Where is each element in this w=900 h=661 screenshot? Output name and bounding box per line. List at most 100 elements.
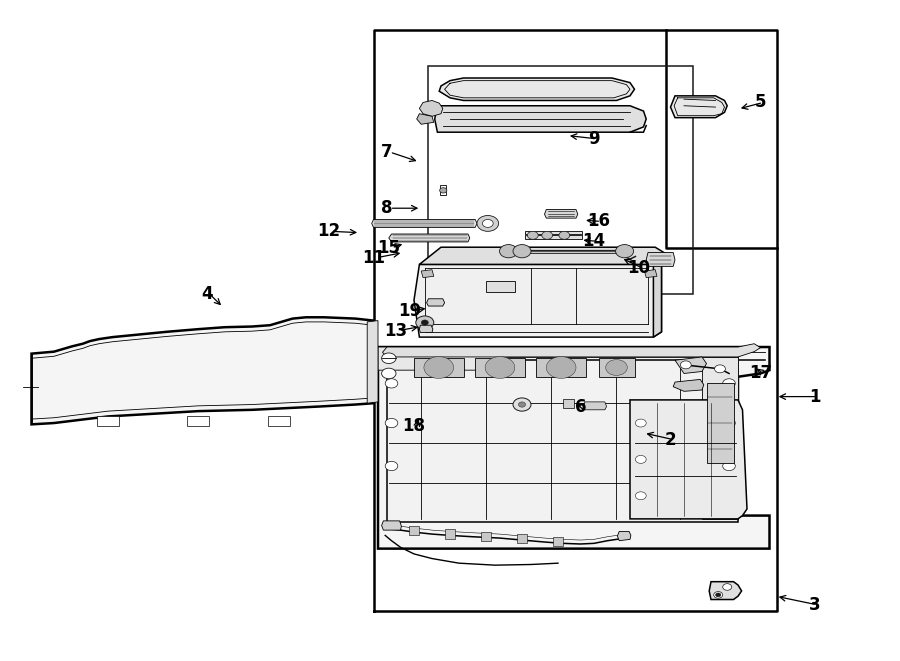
Polygon shape: [706, 383, 733, 463]
Circle shape: [439, 188, 447, 193]
Polygon shape: [417, 114, 434, 124]
Circle shape: [421, 320, 428, 325]
Text: 9: 9: [589, 130, 599, 148]
Circle shape: [518, 402, 526, 407]
Polygon shape: [382, 344, 760, 357]
Polygon shape: [378, 347, 770, 549]
Circle shape: [716, 593, 721, 597]
Circle shape: [424, 357, 454, 378]
Circle shape: [635, 455, 646, 463]
Circle shape: [542, 231, 553, 239]
Circle shape: [616, 245, 634, 258]
Text: 2: 2: [665, 430, 676, 449]
Circle shape: [527, 231, 538, 239]
Polygon shape: [481, 532, 491, 541]
Bar: [428, 66, 693, 294]
Text: 10: 10: [627, 258, 651, 277]
Text: 15: 15: [377, 239, 400, 257]
Polygon shape: [268, 416, 290, 426]
Circle shape: [546, 357, 576, 378]
Polygon shape: [562, 399, 574, 408]
Polygon shape: [536, 358, 586, 377]
Polygon shape: [419, 100, 443, 116]
Polygon shape: [414, 259, 662, 337]
Polygon shape: [583, 402, 607, 410]
Circle shape: [723, 461, 735, 471]
Polygon shape: [378, 347, 500, 370]
Text: 16: 16: [587, 212, 610, 231]
Circle shape: [385, 418, 398, 428]
Circle shape: [715, 365, 725, 373]
Polygon shape: [409, 526, 419, 535]
Polygon shape: [187, 416, 209, 426]
Polygon shape: [553, 537, 563, 546]
Circle shape: [723, 379, 735, 388]
Text: 7: 7: [382, 143, 392, 161]
Polygon shape: [673, 379, 704, 391]
Text: 6: 6: [575, 397, 586, 416]
Circle shape: [723, 418, 735, 428]
Polygon shape: [702, 357, 738, 519]
Text: 1: 1: [809, 387, 820, 406]
Polygon shape: [670, 96, 727, 118]
Text: 4: 4: [202, 285, 212, 303]
Polygon shape: [445, 529, 455, 539]
Polygon shape: [653, 259, 662, 337]
Polygon shape: [372, 219, 477, 227]
Text: 18: 18: [402, 417, 426, 436]
Polygon shape: [97, 416, 119, 426]
Polygon shape: [439, 78, 634, 100]
Polygon shape: [427, 299, 445, 306]
Polygon shape: [32, 317, 374, 424]
Polygon shape: [709, 582, 742, 600]
Circle shape: [382, 368, 396, 379]
Circle shape: [513, 245, 531, 258]
Circle shape: [635, 492, 646, 500]
Polygon shape: [644, 270, 657, 278]
Polygon shape: [435, 106, 646, 132]
Polygon shape: [387, 357, 738, 522]
Polygon shape: [382, 521, 401, 530]
Circle shape: [723, 584, 732, 590]
Circle shape: [485, 357, 515, 378]
Circle shape: [477, 215, 499, 231]
Circle shape: [382, 353, 396, 364]
Circle shape: [635, 419, 646, 427]
Polygon shape: [389, 234, 470, 242]
Circle shape: [606, 360, 627, 375]
Polygon shape: [617, 531, 631, 541]
Text: 11: 11: [362, 249, 385, 267]
Text: 3: 3: [809, 596, 820, 614]
Circle shape: [385, 379, 398, 388]
Polygon shape: [367, 321, 378, 403]
Text: 14: 14: [582, 232, 606, 251]
Polygon shape: [598, 358, 634, 377]
Polygon shape: [630, 400, 747, 519]
Polygon shape: [486, 281, 515, 292]
Circle shape: [559, 231, 570, 239]
Circle shape: [482, 219, 493, 227]
Text: 8: 8: [382, 199, 392, 217]
Polygon shape: [440, 185, 446, 195]
Text: 17: 17: [749, 364, 772, 383]
Polygon shape: [544, 210, 578, 218]
Text: 5: 5: [755, 93, 766, 112]
Polygon shape: [421, 270, 434, 278]
Text: 13: 13: [384, 321, 408, 340]
Circle shape: [500, 245, 518, 258]
Polygon shape: [414, 358, 464, 377]
Circle shape: [385, 461, 398, 471]
Polygon shape: [475, 358, 525, 377]
Polygon shape: [517, 534, 527, 543]
Circle shape: [680, 361, 691, 369]
Polygon shape: [525, 231, 582, 239]
Text: 12: 12: [317, 222, 340, 241]
Circle shape: [714, 592, 723, 598]
Circle shape: [513, 398, 531, 411]
Polygon shape: [419, 247, 666, 264]
Polygon shape: [675, 357, 706, 373]
Polygon shape: [646, 253, 675, 266]
Text: 19: 19: [398, 301, 421, 320]
Circle shape: [416, 316, 434, 329]
Polygon shape: [419, 325, 433, 332]
